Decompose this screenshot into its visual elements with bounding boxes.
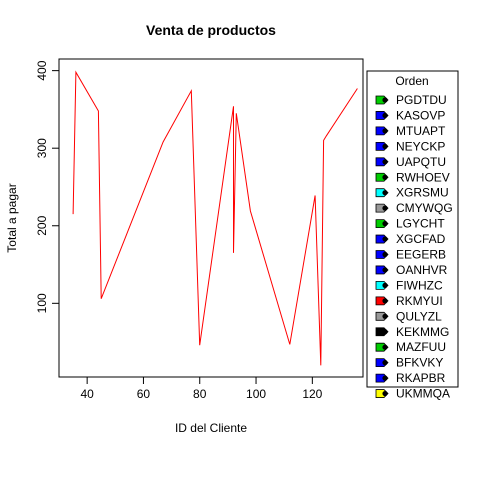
legend-dot-icon [382, 375, 388, 381]
y-axis-label: Total a pagar [5, 183, 19, 252]
x-tick-label: 60 [137, 387, 151, 401]
legend-entry: KASOVP [375, 108, 445, 122]
legend-entry: RKAPBR [375, 371, 446, 385]
x-axis: 40 60 80 100 120 [80, 376, 323, 401]
legend-entry: LGYCHT [375, 217, 445, 231]
y-tick-label: 400 [35, 60, 49, 80]
legend-dot-icon [382, 143, 388, 149]
legend-label: UKMMQA [396, 387, 450, 401]
y-tick-label: 100 [35, 293, 49, 313]
legend-label: LGYCHT [396, 217, 445, 231]
plot-area [72, 70, 358, 366]
legend-dot-icon [382, 267, 388, 273]
legend-dot-icon [382, 174, 388, 180]
legend-label: QULYZL [396, 309, 442, 323]
legend-entry: UAPQTU [375, 155, 446, 169]
legend-entry: MTUAPT [375, 124, 446, 138]
y-axis: 100 200 300 400 [35, 60, 60, 313]
legend-dot-icon [382, 221, 388, 227]
legend-label: KASOVP [396, 108, 445, 122]
legend-label: PGDTDU [396, 93, 447, 107]
legend-dot-icon [382, 205, 388, 211]
legend-entry: FIWHZC [375, 278, 443, 292]
legend-label: RWHOEV [396, 170, 450, 184]
legend-entry: MAZFUU [375, 340, 446, 354]
legend-entry: BFKVKY [375, 356, 443, 370]
legend-dot-icon [382, 97, 388, 103]
legend-label: OANHVR [396, 263, 448, 277]
legend-dot-icon [382, 298, 388, 304]
legend-entry: OANHVR [375, 263, 448, 277]
legend-dot-icon [382, 251, 388, 258]
x-tick-label: 40 [80, 387, 94, 401]
legend-entry: EEGERB [375, 248, 446, 262]
x-tick-label: 80 [193, 387, 207, 401]
legend-label: EEGERB [396, 248, 446, 262]
legend-label: RKMYUI [396, 294, 443, 308]
legend-title: Orden [395, 74, 428, 88]
legend-label: KEKMMG [396, 325, 449, 339]
legend-dot-icon [382, 360, 388, 366]
legend-label: NEYCKP [396, 139, 445, 153]
legend-entry: RKMYUI [375, 294, 443, 308]
legend-dot-icon [382, 390, 388, 397]
legend-dot-icon [382, 344, 388, 350]
legend-entry: KEKMMG [375, 325, 449, 339]
legend-entry: UKMMQA [375, 387, 450, 401]
series-line [72, 70, 358, 366]
legend-label: BFKVKY [396, 356, 443, 370]
legend-dot-icon [382, 282, 388, 288]
legend-label: CMYWQG [396, 201, 453, 215]
y-tick-label: 300 [35, 138, 49, 158]
legend-entry: XGRSMU [375, 186, 449, 200]
legend-dot-icon [382, 112, 388, 119]
legend-dot-icon [382, 329, 388, 335]
legend-entry: XGCFAD [375, 232, 446, 246]
legend-label: RKAPBR [396, 371, 446, 385]
x-axis-label: ID del Cliente [175, 421, 247, 435]
legend-entry: PGDTDU [375, 93, 447, 107]
x-tick-label: 120 [302, 387, 322, 401]
legend-dot-icon [382, 190, 388, 196]
legend-label: MTUAPT [396, 124, 446, 138]
legend-entry: RWHOEV [375, 170, 450, 184]
legend-dot-icon [382, 236, 388, 242]
chart-title: Venta de productos [146, 22, 276, 38]
legend-entry: CMYWQG [375, 201, 453, 215]
plot-frame [58, 58, 364, 378]
legend-label: XGCFAD [396, 232, 446, 246]
legend-label: MAZFUU [396, 340, 446, 354]
legend-entry: QULYZL [375, 309, 442, 323]
legend-dot-icon [382, 159, 388, 165]
legend-dot-icon [382, 128, 388, 134]
y-tick-label: 200 [35, 215, 49, 235]
legend-label: FIWHZC [396, 278, 443, 292]
x-tick-label: 100 [246, 387, 266, 401]
legend-label: XGRSMU [396, 186, 449, 200]
legend-label: UAPQTU [396, 155, 446, 169]
legend-dot-icon [382, 313, 388, 319]
legend-entry: NEYCKP [375, 139, 445, 153]
